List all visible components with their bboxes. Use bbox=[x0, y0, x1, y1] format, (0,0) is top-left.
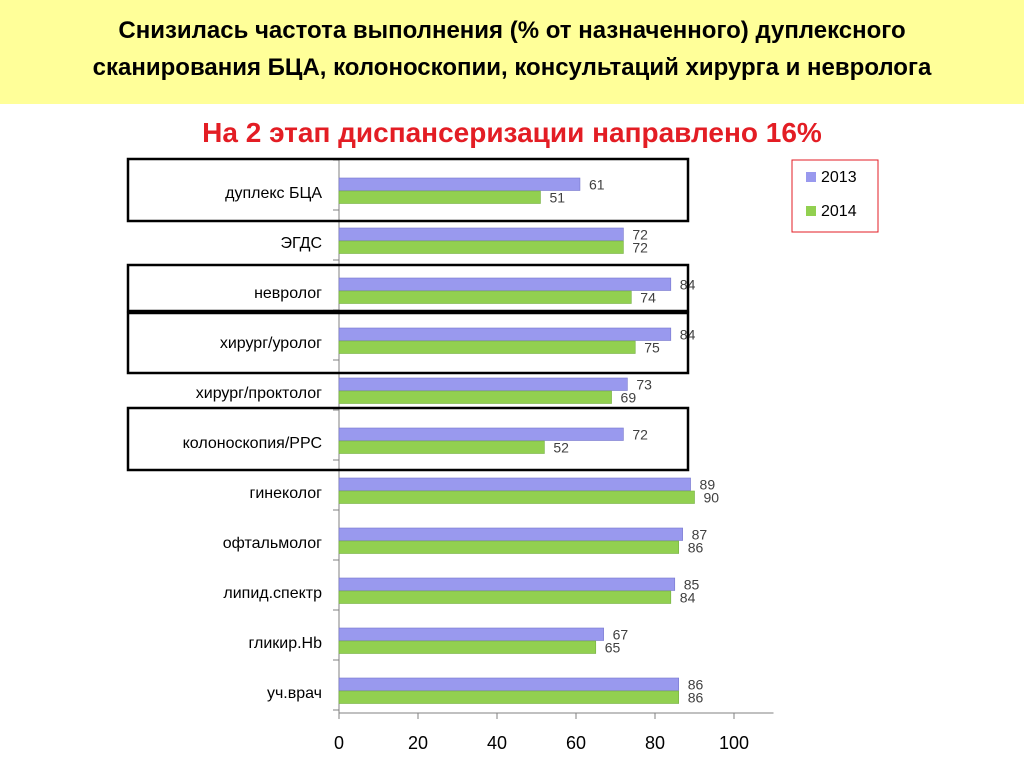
x-tick-label: 0 bbox=[334, 733, 344, 753]
category-label: хирург/проктолог bbox=[196, 385, 322, 402]
data-label-2013: 67 bbox=[613, 626, 629, 642]
data-label-2013: 61 bbox=[589, 176, 605, 192]
bar-2013 bbox=[338, 527, 683, 541]
data-label-2014: 51 bbox=[549, 189, 565, 205]
x-tick-label: 100 bbox=[719, 733, 749, 753]
bar-2014 bbox=[338, 340, 636, 354]
bar-2014 bbox=[338, 190, 541, 204]
highlight-box bbox=[126, 263, 690, 313]
bar-2014 bbox=[338, 640, 597, 654]
data-label-2013: 85 bbox=[684, 576, 700, 592]
x-tick-label: 20 bbox=[408, 733, 428, 753]
category-label: невролог bbox=[254, 285, 322, 302]
data-label-2014: 75 bbox=[644, 339, 660, 355]
bar-2014 bbox=[338, 440, 545, 454]
bar-2014 bbox=[338, 590, 672, 604]
highlight-box bbox=[126, 157, 690, 223]
data-label-2014: 72 bbox=[632, 239, 648, 255]
data-label-2014: 86 bbox=[688, 539, 704, 555]
bar-2014 bbox=[338, 390, 612, 404]
bar-2013 bbox=[338, 677, 680, 691]
data-label-2014: 86 bbox=[688, 689, 704, 705]
bar-2014 bbox=[338, 690, 680, 704]
category-label: гликир.Hb bbox=[249, 635, 323, 652]
highlight-box bbox=[126, 311, 690, 375]
data-label-2013: 73 bbox=[636, 376, 652, 392]
x-tick-label: 60 bbox=[566, 733, 586, 753]
title-line-2: сканирования БЦА, колоноскопии, консульт… bbox=[92, 54, 932, 81]
category-label: хирург/уролог bbox=[220, 335, 322, 352]
title-line-1: Снизилась частота выполнения (% от назна… bbox=[118, 17, 906, 44]
data-label-2014: 90 bbox=[704, 489, 720, 505]
category-label: липид.спектр bbox=[223, 585, 322, 602]
data-label-2014: 69 bbox=[621, 389, 637, 405]
data-label-2014: 74 bbox=[640, 289, 656, 305]
legend-label-2014: 2014 bbox=[821, 203, 857, 220]
legend-label-2013: 2013 bbox=[821, 169, 857, 186]
legend-swatch-2013 bbox=[806, 172, 816, 182]
data-label-2013: 72 bbox=[632, 226, 648, 242]
bar-2013 bbox=[338, 327, 672, 341]
bar-2013 bbox=[338, 177, 581, 191]
data-label-2013: 72 bbox=[632, 426, 648, 442]
category-label: ЭГДС bbox=[281, 235, 322, 252]
legend-swatch-2014 bbox=[806, 206, 816, 216]
bar-2014 bbox=[338, 490, 695, 504]
subtitle: На 2 этап диспансеризации направлено 16% bbox=[202, 117, 822, 148]
x-tick-label: 80 bbox=[645, 733, 665, 753]
bar-2013 bbox=[338, 277, 672, 291]
data-label-2013: 86 bbox=[688, 676, 704, 692]
data-label-2014: 65 bbox=[605, 639, 621, 655]
header-banner: Снизилась частота выполнения (% от назна… bbox=[0, 0, 1024, 104]
category-label: гинеколог bbox=[250, 485, 323, 502]
category-label: офтальмолог bbox=[223, 535, 322, 552]
data-label-2013: 87 bbox=[692, 526, 708, 542]
category-label: дуплекс БЦА bbox=[225, 185, 322, 202]
bar-2014 bbox=[338, 240, 624, 254]
bar-2013 bbox=[338, 577, 676, 591]
bar-2013 bbox=[338, 427, 624, 441]
bar-2013 bbox=[338, 227, 624, 241]
data-label-2014: 84 bbox=[680, 589, 696, 605]
category-label: уч.врач bbox=[267, 685, 322, 702]
bar-2014 bbox=[338, 540, 680, 554]
category-label: колоноскопия/РРС bbox=[183, 435, 322, 452]
x-tick-label: 40 bbox=[487, 733, 507, 753]
highlight-box bbox=[126, 406, 690, 472]
bar-2013 bbox=[338, 627, 604, 641]
bar-2013 bbox=[338, 477, 691, 491]
bar-2013 bbox=[338, 377, 628, 391]
page-title: Снизилась частота выполнения (% от назна… bbox=[0, 12, 1024, 86]
bar-2014 bbox=[338, 290, 632, 304]
data-label-2014: 52 bbox=[553, 439, 569, 455]
data-label-2013: 89 bbox=[700, 476, 716, 492]
